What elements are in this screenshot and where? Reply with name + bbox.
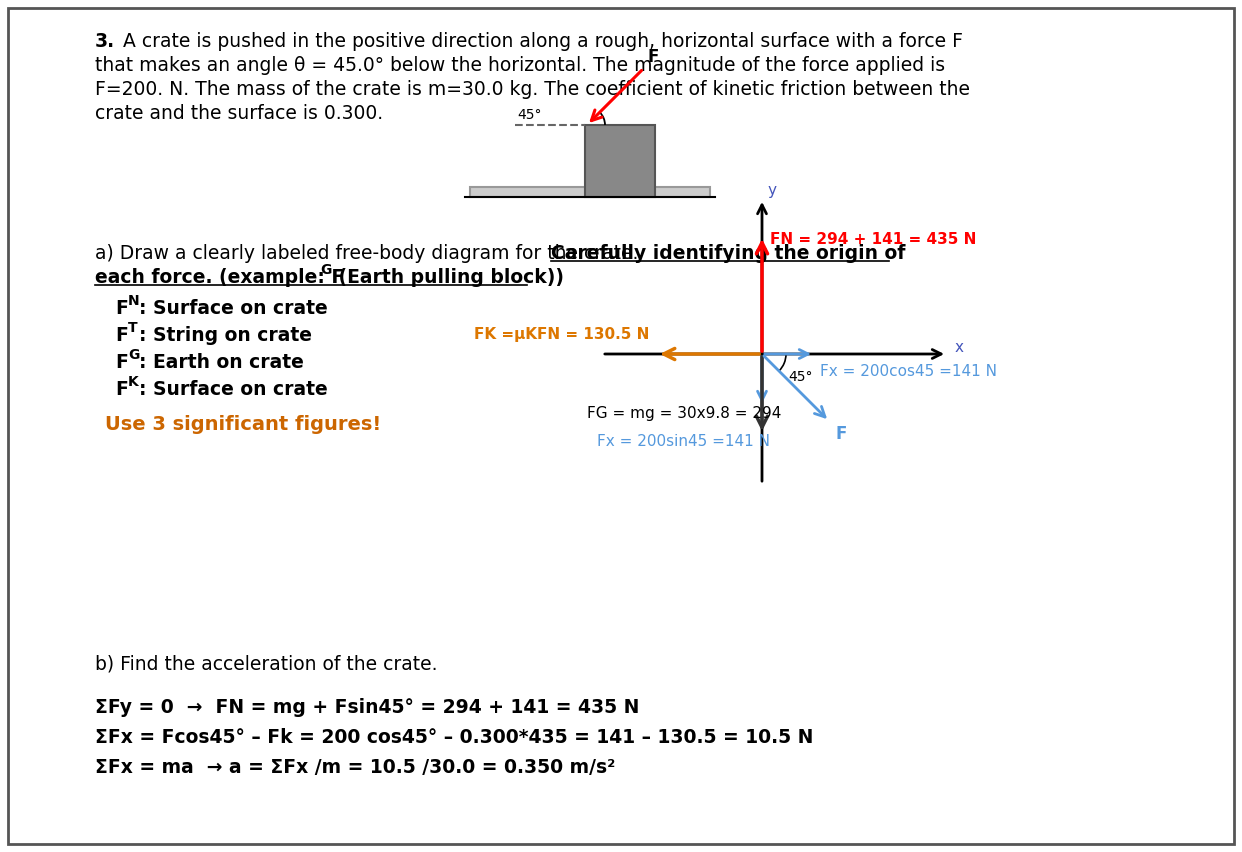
Text: ΣFx = Fcos45° – Fk = 200 cos45° – 0.300*435 = 141 – 130.5 = 10.5 N: ΣFx = Fcos45° – Fk = 200 cos45° – 0.300*… xyxy=(94,728,814,747)
Text: F: F xyxy=(116,326,128,345)
Text: Fx = 200cos45 =141 N: Fx = 200cos45 =141 N xyxy=(820,364,997,379)
Bar xyxy=(469,187,710,197)
Text: F=200. N. The mass of the crate is m=30.0 kg. The coefficient of kinetic frictio: F=200. N. The mass of the crate is m=30.… xyxy=(94,80,970,99)
Text: crate and the surface is 0.300.: crate and the surface is 0.300. xyxy=(94,104,383,123)
Text: 45°: 45° xyxy=(787,370,812,384)
Text: ΣFx = ma  → a = ΣFx /m = 10.5 /30.0 = 0.350 m/s²: ΣFx = ma → a = ΣFx /m = 10.5 /30.0 = 0.3… xyxy=(94,758,615,777)
Text: : Earth on crate: : Earth on crate xyxy=(139,353,304,372)
Text: A crate is pushed in the positive direction along a rough, horizontal surface wi: A crate is pushed in the positive direct… xyxy=(117,32,963,51)
Text: T: T xyxy=(128,321,138,335)
Text: K: K xyxy=(128,375,139,389)
Text: Use 3 significant figures!: Use 3 significant figures! xyxy=(106,415,381,434)
Text: F: F xyxy=(647,49,660,66)
Text: (Earth pulling block)): (Earth pulling block)) xyxy=(332,268,564,287)
Text: FG = mg = 30x9.8 = 294: FG = mg = 30x9.8 = 294 xyxy=(587,406,781,421)
Text: 3.: 3. xyxy=(94,32,116,51)
Text: y: y xyxy=(768,183,777,199)
Text: FN = 294 + 141 = 435 N: FN = 294 + 141 = 435 N xyxy=(770,232,976,247)
Text: : Surface on crate: : Surface on crate xyxy=(139,380,328,399)
Text: F: F xyxy=(835,425,847,443)
Text: F: F xyxy=(116,299,128,318)
Text: FK =μKFN = 130.5 N: FK =μKFN = 130.5 N xyxy=(473,327,650,342)
Text: x: x xyxy=(955,341,964,355)
Text: ΣFy = 0  →  FN = mg + Fsin45° = 294 + 141 = 435 N: ΣFy = 0 → FN = mg + Fsin45° = 294 + 141 … xyxy=(94,698,640,717)
Text: F: F xyxy=(116,380,128,399)
Text: Carefully identifying the origin of: Carefully identifying the origin of xyxy=(551,244,905,263)
Text: 45°: 45° xyxy=(518,108,542,122)
Text: Fx = 200sin45 =141 N: Fx = 200sin45 =141 N xyxy=(597,434,770,449)
Text: : Surface on crate: : Surface on crate xyxy=(139,299,328,318)
Text: that makes an angle θ = 45.0° below the horizontal. The magnitude of the force a: that makes an angle θ = 45.0° below the … xyxy=(94,56,945,75)
Text: G: G xyxy=(128,348,139,362)
Text: G: G xyxy=(320,263,332,277)
Text: b) Find the acceleration of the crate.: b) Find the acceleration of the crate. xyxy=(94,654,437,673)
Text: each force. (example: F: each force. (example: F xyxy=(94,268,344,287)
Bar xyxy=(585,125,655,197)
Text: N: N xyxy=(128,294,139,308)
Text: : String on crate: : String on crate xyxy=(139,326,312,345)
Text: a) Draw a clearly labeled free-body diagram for the crate.: a) Draw a clearly labeled free-body diag… xyxy=(94,244,651,263)
Text: F: F xyxy=(116,353,128,372)
